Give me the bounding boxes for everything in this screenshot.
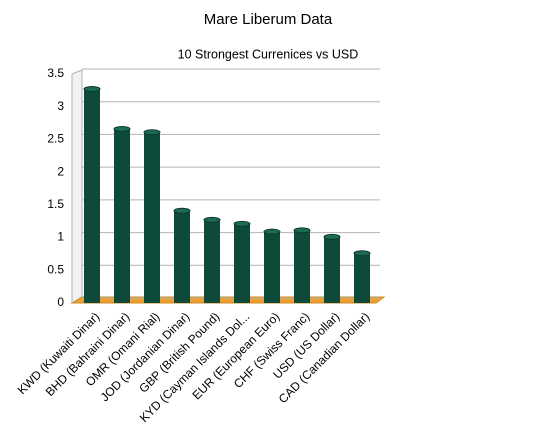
bar — [204, 219, 220, 303]
bar-top — [233, 220, 251, 227]
bar — [174, 210, 190, 303]
y-tick-label: 1.5 — [47, 197, 64, 211]
bar-top — [263, 228, 281, 235]
bar — [84, 89, 100, 303]
bar-top — [173, 207, 191, 214]
y-tick-label: 2 — [57, 164, 64, 178]
back-wall-side — [71, 69, 83, 304]
y-tick-label: 3.5 — [47, 66, 64, 80]
y-tick-label: 1 — [57, 230, 64, 244]
bar — [324, 236, 340, 303]
chart-title: Mare Liberum Data — [204, 11, 333, 28]
bar — [114, 128, 130, 303]
y-tick-label: 2.5 — [47, 132, 64, 146]
bar — [234, 223, 250, 303]
bar-top — [143, 129, 161, 136]
bar-top — [203, 216, 221, 223]
bar-top — [323, 233, 341, 240]
bar — [354, 253, 370, 303]
bar-top — [113, 125, 131, 132]
bar-top — [293, 227, 311, 234]
y-tick-label: 0 — [57, 295, 64, 309]
bar-top — [83, 86, 101, 93]
bar-top — [353, 250, 371, 257]
y-tick-label: 0.5 — [47, 262, 64, 276]
chart-subtitle: 10 Strongest Currenices vs USD — [178, 47, 359, 61]
bar — [144, 132, 160, 303]
bar — [294, 230, 310, 303]
y-tick-label: 3 — [57, 99, 64, 113]
bar — [264, 231, 280, 303]
